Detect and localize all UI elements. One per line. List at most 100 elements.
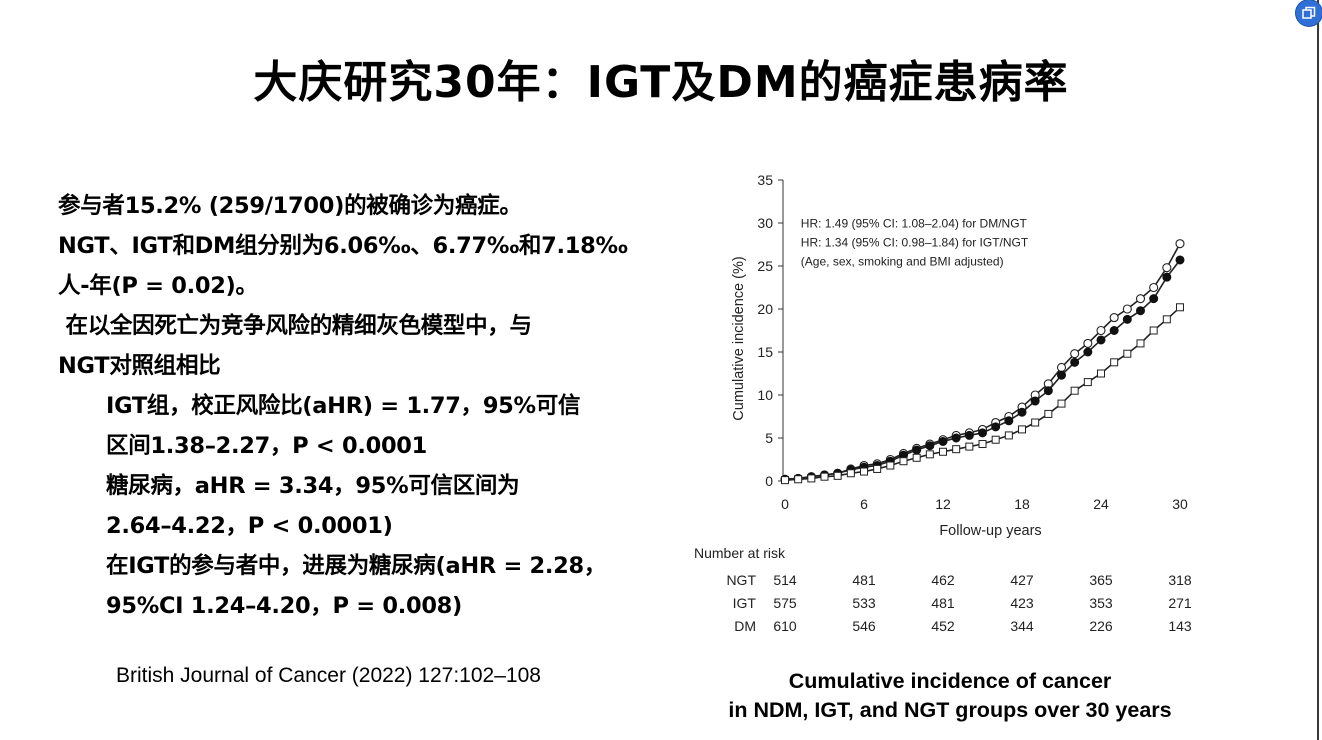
cumulative-incidence-chart: 0 5 10 15 20 25 30 35 0 6 12 18 24 30 Follow-up years C… — [694, 172, 1192, 634]
risk-value: 344 — [1010, 618, 1034, 634]
data-point — [925, 441, 935, 451]
data-point — [1135, 294, 1146, 304]
data-point — [833, 471, 842, 480]
y-tick-label: 35 — [757, 172, 773, 188]
data-point — [1004, 431, 1013, 440]
data-point — [1096, 325, 1106, 336]
risk-row-label: IGT — [733, 595, 757, 611]
data-point — [1096, 335, 1106, 345]
risk-value: 427 — [1010, 572, 1034, 588]
data-point — [1070, 386, 1079, 395]
risk-value: 514 — [773, 572, 797, 588]
data-point — [965, 442, 974, 451]
risk-value: 462 — [931, 572, 955, 588]
data-point — [978, 428, 987, 438]
data-point — [1057, 370, 1066, 380]
data-point — [991, 435, 1000, 444]
x-tick-label: 30 — [1172, 496, 1188, 512]
data-point — [1162, 263, 1172, 273]
data-point — [1123, 349, 1132, 358]
data-point — [1044, 409, 1053, 418]
hr-annotation: HR: 1.49 (95% CI: 1.08–2.04) for DM/NGT — [801, 216, 1028, 230]
body-line: IGT组，校正风险比(aHR) = 1.77，95%可信 — [106, 393, 581, 419]
risk-value: 143 — [1168, 618, 1192, 634]
risk-row-label: NGT — [726, 572, 756, 588]
x-tick-label: 12 — [935, 496, 951, 512]
caption-line: in NDM, IGT, and NGT groups over 30 year… — [728, 698, 1172, 722]
data-point — [1122, 314, 1132, 324]
y-tick-label: 25 — [757, 258, 773, 274]
body-line: 人-年(P = 0.02)。 — [58, 273, 258, 299]
data-point — [964, 430, 974, 440]
risk-value: 353 — [1089, 595, 1113, 611]
data-point — [938, 436, 948, 446]
data-point — [1070, 349, 1080, 359]
caption-line: Cumulative incidence of cancer — [788, 669, 1112, 693]
risk-value: 318 — [1168, 572, 1192, 588]
body-line: 糖尿病，aHR = 3.34，95%可信区间为 — [106, 473, 520, 499]
risk-value: 271 — [1168, 595, 1192, 611]
data-point — [1056, 362, 1067, 373]
data-point — [1057, 399, 1066, 408]
data-point — [951, 433, 961, 443]
risk-value: 575 — [773, 595, 797, 611]
x-axis-label: Follow-up years — [939, 523, 1041, 539]
body-line: 95%CI 1.24–4.20，P = 0.008) — [106, 593, 463, 619]
body-line: 在IGT的参与者中，进展为糖尿病(aHR = 2.28， — [106, 553, 607, 579]
data-point — [873, 464, 882, 473]
series-line — [784, 306, 1181, 481]
risk-table-title: Number at risk — [694, 545, 786, 561]
data-point — [1097, 369, 1105, 378]
x-tick-label: 6 — [860, 496, 868, 512]
hr-annotation: HR: 1.34 (95% CI: 0.98–1.84) for IGT/NGT — [801, 235, 1029, 249]
data-point — [1017, 407, 1027, 417]
data-point — [1176, 303, 1184, 312]
risk-value: 452 — [931, 618, 955, 634]
data-point — [1149, 294, 1159, 304]
window-restore-icon[interactable] — [1296, 0, 1322, 26]
data-point — [1004, 416, 1014, 426]
risk-value: 423 — [1010, 595, 1034, 611]
data-point — [807, 474, 816, 483]
y-tick-label: 10 — [757, 387, 773, 403]
body-line: 在以全因死亡为竞争风险的精细灰色模型中，与 — [58, 313, 533, 339]
data-point — [925, 450, 934, 459]
data-point — [1030, 396, 1040, 406]
x-tick-label: 0 — [781, 496, 789, 512]
data-point — [1162, 315, 1171, 324]
risk-value: 481 — [931, 595, 955, 611]
y-tick-label: 5 — [765, 430, 773, 446]
data-point — [781, 476, 789, 485]
figure-caption: Cumulative incidence of cancer in NDM, I… — [680, 667, 1220, 725]
x-tick-label: 24 — [1093, 496, 1109, 512]
data-point — [1136, 339, 1145, 348]
body-line: 参与者15.2% (259/1700)的被确诊为癌症。 — [58, 193, 522, 219]
data-point — [1043, 386, 1053, 396]
x-tick-label: 18 — [1014, 496, 1030, 512]
data-point — [1162, 272, 1172, 282]
risk-row-label: DM — [734, 618, 756, 634]
data-point — [991, 422, 1001, 432]
data-point — [978, 440, 987, 449]
data-point — [886, 461, 895, 470]
y-tick-label: 30 — [757, 215, 773, 231]
data-point — [1083, 347, 1093, 357]
data-point — [1109, 326, 1119, 335]
y-tick-label: 20 — [757, 301, 773, 317]
body-line: 2.64–4.22，P < 0.0001) — [106, 513, 393, 539]
citation: British Journal of Cancer (2022) 127:102… — [116, 664, 541, 687]
data-point — [1136, 306, 1145, 316]
data-point — [1070, 357, 1080, 367]
risk-value: 365 — [1089, 572, 1113, 588]
data-point — [1083, 378, 1092, 387]
data-point — [952, 445, 961, 454]
window-edge-divider — [1317, 0, 1319, 740]
data-point — [939, 447, 947, 456]
slide-title: 大庆研究30年：IGT及DM的癌症患病率 — [253, 57, 1069, 108]
risk-value: 226 — [1089, 618, 1113, 634]
data-point — [912, 453, 921, 462]
body-line: NGT、IGT和DM组分别为6.06‰、6.77‰和7.18‰ — [58, 233, 628, 259]
body-line: NGT对照组相比 — [58, 353, 221, 379]
data-point — [1109, 313, 1119, 323]
